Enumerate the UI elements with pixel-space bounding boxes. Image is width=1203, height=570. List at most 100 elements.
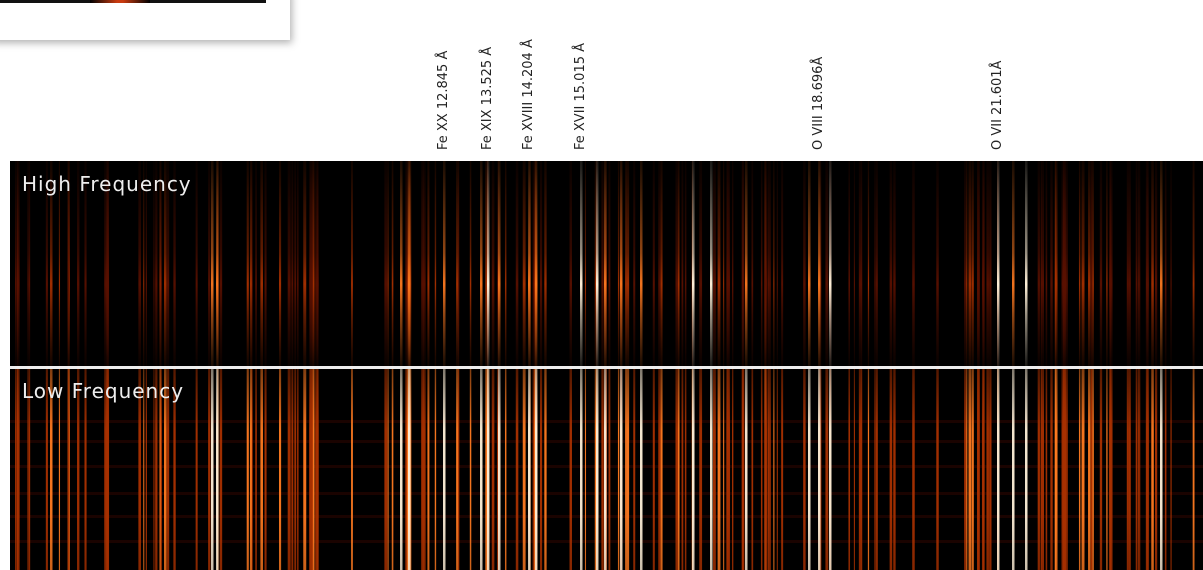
spectral-line — [195, 369, 198, 570]
spectral-line — [776, 369, 778, 570]
spectral-line — [889, 369, 893, 570]
spectral-line — [255, 161, 257, 366]
spectral-line — [626, 369, 630, 570]
spectral-line — [50, 161, 53, 366]
spectral-line — [384, 369, 388, 570]
spectral-line — [164, 369, 167, 570]
spectral-line — [861, 369, 863, 570]
spectral-line — [1137, 161, 1139, 366]
spectral-line — [28, 369, 31, 570]
line-label: Fe XVIII 14.204 Å — [520, 39, 536, 150]
spectral-line — [853, 369, 855, 570]
panel-divider — [10, 366, 1203, 369]
spectral-line — [1160, 161, 1163, 366]
spectral-line — [155, 161, 158, 366]
spectral-line — [456, 369, 459, 570]
spectral-line — [216, 161, 219, 366]
spectral-line — [764, 369, 768, 570]
spectral-line — [219, 161, 223, 366]
spectral-line — [153, 161, 155, 366]
spectral-line — [692, 161, 695, 366]
spectral-line — [825, 161, 829, 366]
spectral-line — [1135, 161, 1138, 366]
spectral-line — [491, 369, 495, 570]
spectral-line — [764, 161, 768, 366]
panel-title: High Frequency — [22, 172, 192, 196]
spectral-line — [422, 369, 426, 570]
spectral-line — [303, 369, 307, 570]
spectral-line — [504, 369, 507, 570]
spectral-line — [1135, 369, 1138, 570]
spectral-line — [15, 369, 17, 570]
spectral-line — [535, 369, 538, 570]
spectral-line — [528, 161, 531, 366]
spectral-line — [829, 369, 832, 570]
spectral-line — [889, 161, 893, 366]
spectral-line — [297, 161, 299, 366]
spectral-line — [710, 369, 713, 570]
spectral-line — [27, 369, 29, 570]
spectral-line — [569, 161, 572, 366]
spectral-line — [893, 369, 896, 570]
spectral-line — [660, 369, 663, 570]
spectral-line — [726, 161, 729, 366]
spectral-line — [717, 369, 721, 570]
spectral-line — [469, 161, 472, 366]
spectral-line — [808, 369, 811, 570]
spectral-line — [58, 161, 61, 366]
spectral-line — [652, 161, 655, 366]
spectral-line — [858, 161, 862, 366]
spectral-line — [487, 369, 490, 570]
spectral-line — [1146, 161, 1149, 366]
spectral-line — [966, 369, 968, 570]
spectral-line — [745, 161, 748, 366]
spectral-line — [723, 161, 725, 366]
spectral-line — [1170, 369, 1172, 570]
spectral-line — [818, 369, 821, 570]
spectral-line — [208, 161, 211, 366]
spectral-line — [964, 369, 967, 570]
spectral-line — [692, 369, 695, 570]
spectral-line — [45, 161, 48, 366]
spectral-line — [633, 369, 636, 570]
spectral-line — [781, 161, 784, 366]
spectral-line — [27, 161, 29, 366]
spectral-line — [741, 161, 745, 366]
spectral-line — [67, 161, 70, 366]
spectral-line — [608, 161, 611, 366]
spectral-line — [104, 161, 107, 366]
spectral-line — [1063, 161, 1067, 366]
spectral-line — [58, 369, 61, 570]
spectral-line — [1106, 161, 1108, 366]
spectral-line — [767, 369, 770, 570]
spectral-line — [912, 369, 915, 570]
spectral-line — [159, 369, 162, 570]
spectral-line — [485, 161, 489, 366]
spectral-line — [875, 369, 878, 570]
spectral-line — [391, 369, 394, 570]
spectral-line — [249, 369, 252, 570]
spectral-line — [539, 369, 543, 570]
spectral-line — [278, 161, 282, 366]
spectral-line — [1146, 369, 1149, 570]
spectral-line — [498, 369, 501, 570]
spectral-line — [145, 161, 147, 366]
spectral-line — [1151, 369, 1154, 570]
spectral-line — [989, 369, 992, 570]
spectral-line — [769, 161, 771, 366]
spectral-line — [458, 369, 460, 570]
spectral-line — [1128, 369, 1131, 570]
spectral-line — [535, 161, 538, 366]
spectral-line — [829, 161, 832, 366]
spectral-line — [1045, 161, 1048, 366]
spectral-line — [1066, 161, 1068, 366]
spectral-line — [45, 369, 48, 570]
spectral-line — [515, 369, 519, 570]
spectral-line — [626, 161, 630, 366]
spectral-line — [1110, 161, 1113, 366]
spectral-lines — [10, 161, 1203, 570]
spectral-line — [1045, 369, 1048, 570]
spectral-line — [1092, 161, 1094, 366]
spectral-line — [731, 161, 734, 366]
